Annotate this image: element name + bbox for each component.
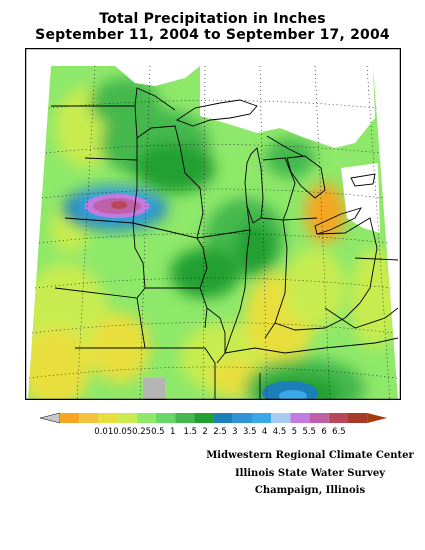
legend-swatch [136, 413, 156, 423]
legend-swatch [309, 413, 329, 423]
mn-wi-north [136, 125, 181, 147]
precipitation-field [28, 66, 398, 400]
map-date-range: September 11, 2004 to September 17, 2004 [35, 27, 390, 43]
legend-swatch [290, 413, 310, 423]
credit-center: Midwestern Regional Climate Center [206, 450, 414, 461]
no-data-region-north [200, 66, 375, 148]
legend-labels: 0.010.050.250.5 1 1.5 2 2.5 3 3.5 4 4.5 … [94, 427, 345, 437]
color-legend: 0.010.050.250.5 1 1.5 2 2.5 3 3.5 4 4.5 … [39, 412, 388, 437]
us-canada-border [51, 87, 176, 111]
no-data-region-east [341, 163, 380, 233]
legend-swatch [232, 413, 252, 423]
mn-wi-border [179, 145, 204, 239]
legend-swatch [328, 413, 348, 423]
lake-michigan [244, 147, 264, 224]
legend-swatch [175, 413, 195, 423]
legend-swatch [98, 413, 118, 423]
map-title: Total Precipitation in Inches [99, 11, 326, 27]
legend-swatch [194, 413, 214, 423]
legend-bar [39, 412, 388, 424]
sd-ia-border [132, 222, 146, 299]
legend-swatch [348, 413, 368, 423]
oh-pa-border [316, 217, 378, 304]
legend-swatch [213, 413, 233, 423]
ne-ks-border [54, 287, 146, 349]
in-oh-border [260, 217, 288, 339]
legend-arrow-low [39, 412, 61, 424]
nd-sd-border [84, 157, 138, 161]
mi-oh-border [282, 217, 318, 221]
credit-location: Champaign, Illinois [254, 485, 366, 496]
no-data-region-northwest [115, 66, 200, 86]
wv-va-border [324, 307, 399, 329]
precipitation-map [25, 48, 401, 400]
legend-swatch [60, 413, 80, 423]
lake-huron [286, 155, 326, 199]
legend-swatch [252, 413, 272, 423]
no-data-spot [143, 378, 165, 400]
legend-swatch [156, 413, 176, 423]
lower-michigan [262, 157, 296, 221]
pa-md-border [354, 257, 399, 261]
ky-tn-border [224, 337, 399, 354]
mo-ar-border [145, 347, 216, 400]
state-borders [51, 87, 399, 400]
il-mo-border [206, 307, 226, 353]
map-frame [25, 48, 401, 400]
oh-ky-border [274, 302, 361, 331]
lake-superior [176, 99, 258, 127]
great-lakes [176, 99, 376, 235]
credit-survey: Illinois State Water Survey [234, 468, 386, 479]
legend-arrow-high [367, 413, 388, 423]
legend-swatch [117, 413, 137, 423]
graticule [28, 65, 398, 400]
legend-swatch [271, 413, 291, 423]
legend-swatch [79, 413, 99, 423]
upper-michigan [266, 135, 304, 157]
lake-ontario [350, 173, 376, 187]
